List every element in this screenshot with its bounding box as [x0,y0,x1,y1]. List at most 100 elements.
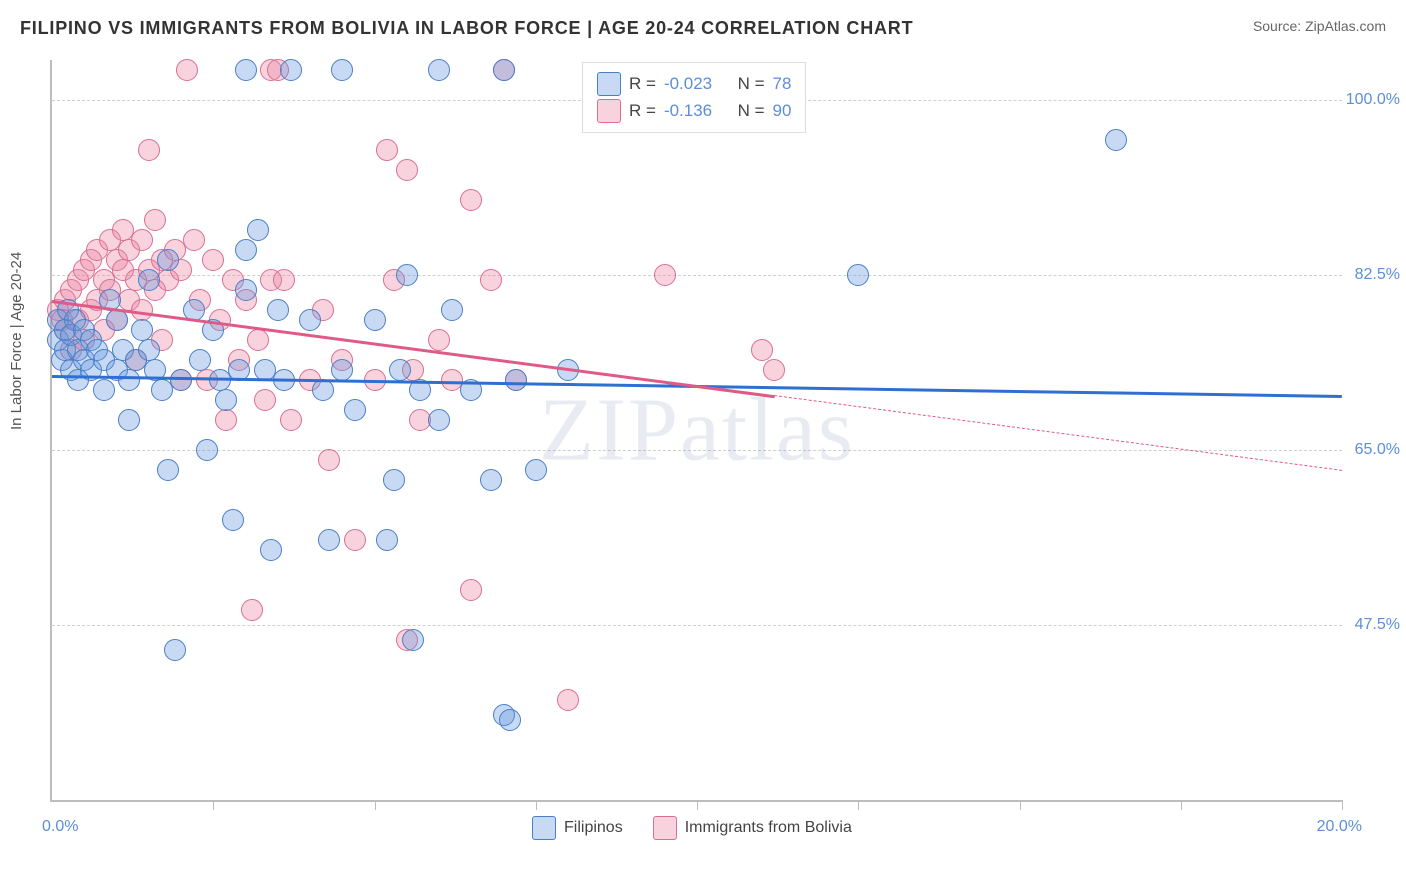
y-tick-label: 65.0% [1355,441,1400,459]
data-point[interactable] [235,59,257,81]
data-point[interactable] [247,219,269,241]
data-point[interactable] [493,59,515,81]
data-point[interactable] [344,529,366,551]
x-tick [1020,800,1021,810]
data-point[interactable] [318,529,340,551]
legend-row-filipinos: R = -0.023 N = 78 [597,72,791,96]
data-point[interactable] [428,59,450,81]
x-tick [536,800,537,810]
data-point[interactable] [93,379,115,401]
x-tick [213,800,214,810]
data-point[interactable] [106,309,128,331]
header-bar: FILIPINO VS IMMIGRANTS FROM BOLIVIA IN L… [20,18,1386,39]
data-point[interactable] [280,409,302,431]
data-point[interactable] [344,399,366,421]
r-value-bolivia: -0.136 [664,101,712,121]
data-point[interactable] [202,249,224,271]
x-axis-min: 0.0% [42,818,78,836]
data-point[interactable] [480,269,502,291]
data-point[interactable] [763,359,785,381]
data-point[interactable] [164,639,186,661]
chart-plot-area: ZIPatlas R = -0.023 N = 78 R = -0.136 N … [50,60,1342,802]
data-point[interactable] [428,329,450,351]
data-point[interactable] [402,629,424,651]
data-point[interactable] [254,389,276,411]
data-point[interactable] [331,59,353,81]
data-point[interactable] [176,59,198,81]
data-point[interactable] [376,529,398,551]
x-tick [375,800,376,810]
data-point[interactable] [138,339,160,361]
data-point[interactable] [389,359,411,381]
data-point[interactable] [183,229,205,251]
gridline [52,275,1342,276]
legend-swatch-filipinos-2 [532,816,556,840]
legend-row-bolivia: R = -0.136 N = 90 [597,99,791,123]
data-point[interactable] [499,709,521,731]
data-point[interactable] [396,264,418,286]
data-point[interactable] [1105,129,1127,151]
r-value-filipinos: -0.023 [664,74,712,94]
data-point[interactable] [118,409,140,431]
legend-item-filipinos[interactable]: Filipinos [532,816,623,840]
data-point[interactable] [138,139,160,161]
data-point[interactable] [247,329,269,351]
n-value-bolivia: 90 [773,101,792,121]
data-point[interactable] [480,469,502,491]
data-point[interactable] [215,409,237,431]
n-value-filipinos: 78 [773,74,792,94]
data-point[interactable] [138,269,160,291]
data-point[interactable] [170,369,192,391]
data-point[interactable] [280,59,302,81]
data-point[interactable] [383,469,405,491]
data-point[interactable] [376,139,398,161]
data-point[interactable] [215,389,237,411]
legend-swatch-filipinos [597,72,621,96]
data-point[interactable] [299,309,321,331]
data-point[interactable] [118,369,140,391]
data-point[interactable] [131,319,153,341]
data-point[interactable] [157,249,179,271]
data-point[interactable] [460,189,482,211]
data-point[interactable] [189,349,211,371]
data-point[interactable] [222,509,244,531]
legend-swatch-bolivia [597,99,621,123]
data-point[interactable] [260,539,282,561]
watermark: ZIPatlas [539,379,855,482]
y-tick-label: 82.5% [1355,266,1400,284]
data-point[interactable] [235,239,257,261]
chart-title: FILIPINO VS IMMIGRANTS FROM BOLIVIA IN L… [20,18,913,39]
data-point[interactable] [144,209,166,231]
data-point[interactable] [460,579,482,601]
data-point[interactable] [312,379,334,401]
legend-item-bolivia[interactable]: Immigrants from Bolivia [653,816,852,840]
source-label: Source: ZipAtlas.com [1253,18,1386,34]
data-point[interactable] [751,339,773,361]
data-point[interactable] [196,439,218,461]
data-point[interactable] [241,599,263,621]
data-point[interactable] [505,369,527,391]
data-point[interactable] [235,279,257,301]
x-tick [1181,800,1182,810]
data-point[interactable] [364,309,386,331]
data-point[interactable] [273,269,295,291]
data-point[interactable] [654,264,676,286]
data-point[interactable] [131,229,153,251]
data-point[interactable] [557,689,579,711]
gridline [52,625,1342,626]
series-legend: Filipinos Immigrants from Bolivia [532,816,852,840]
correlation-legend: R = -0.023 N = 78 R = -0.136 N = 90 [582,62,806,133]
data-point[interactable] [331,359,353,381]
data-point[interactable] [847,264,869,286]
data-point[interactable] [428,409,450,431]
data-point[interactable] [396,159,418,181]
source-link[interactable]: ZipAtlas.com [1305,18,1386,34]
data-point[interactable] [525,459,547,481]
data-point[interactable] [441,299,463,321]
data-point[interactable] [157,459,179,481]
x-axis-max: 20.0% [1317,818,1362,836]
data-point[interactable] [318,449,340,471]
data-point[interactable] [267,299,289,321]
x-tick [858,800,859,810]
y-tick-label: 47.5% [1355,616,1400,634]
